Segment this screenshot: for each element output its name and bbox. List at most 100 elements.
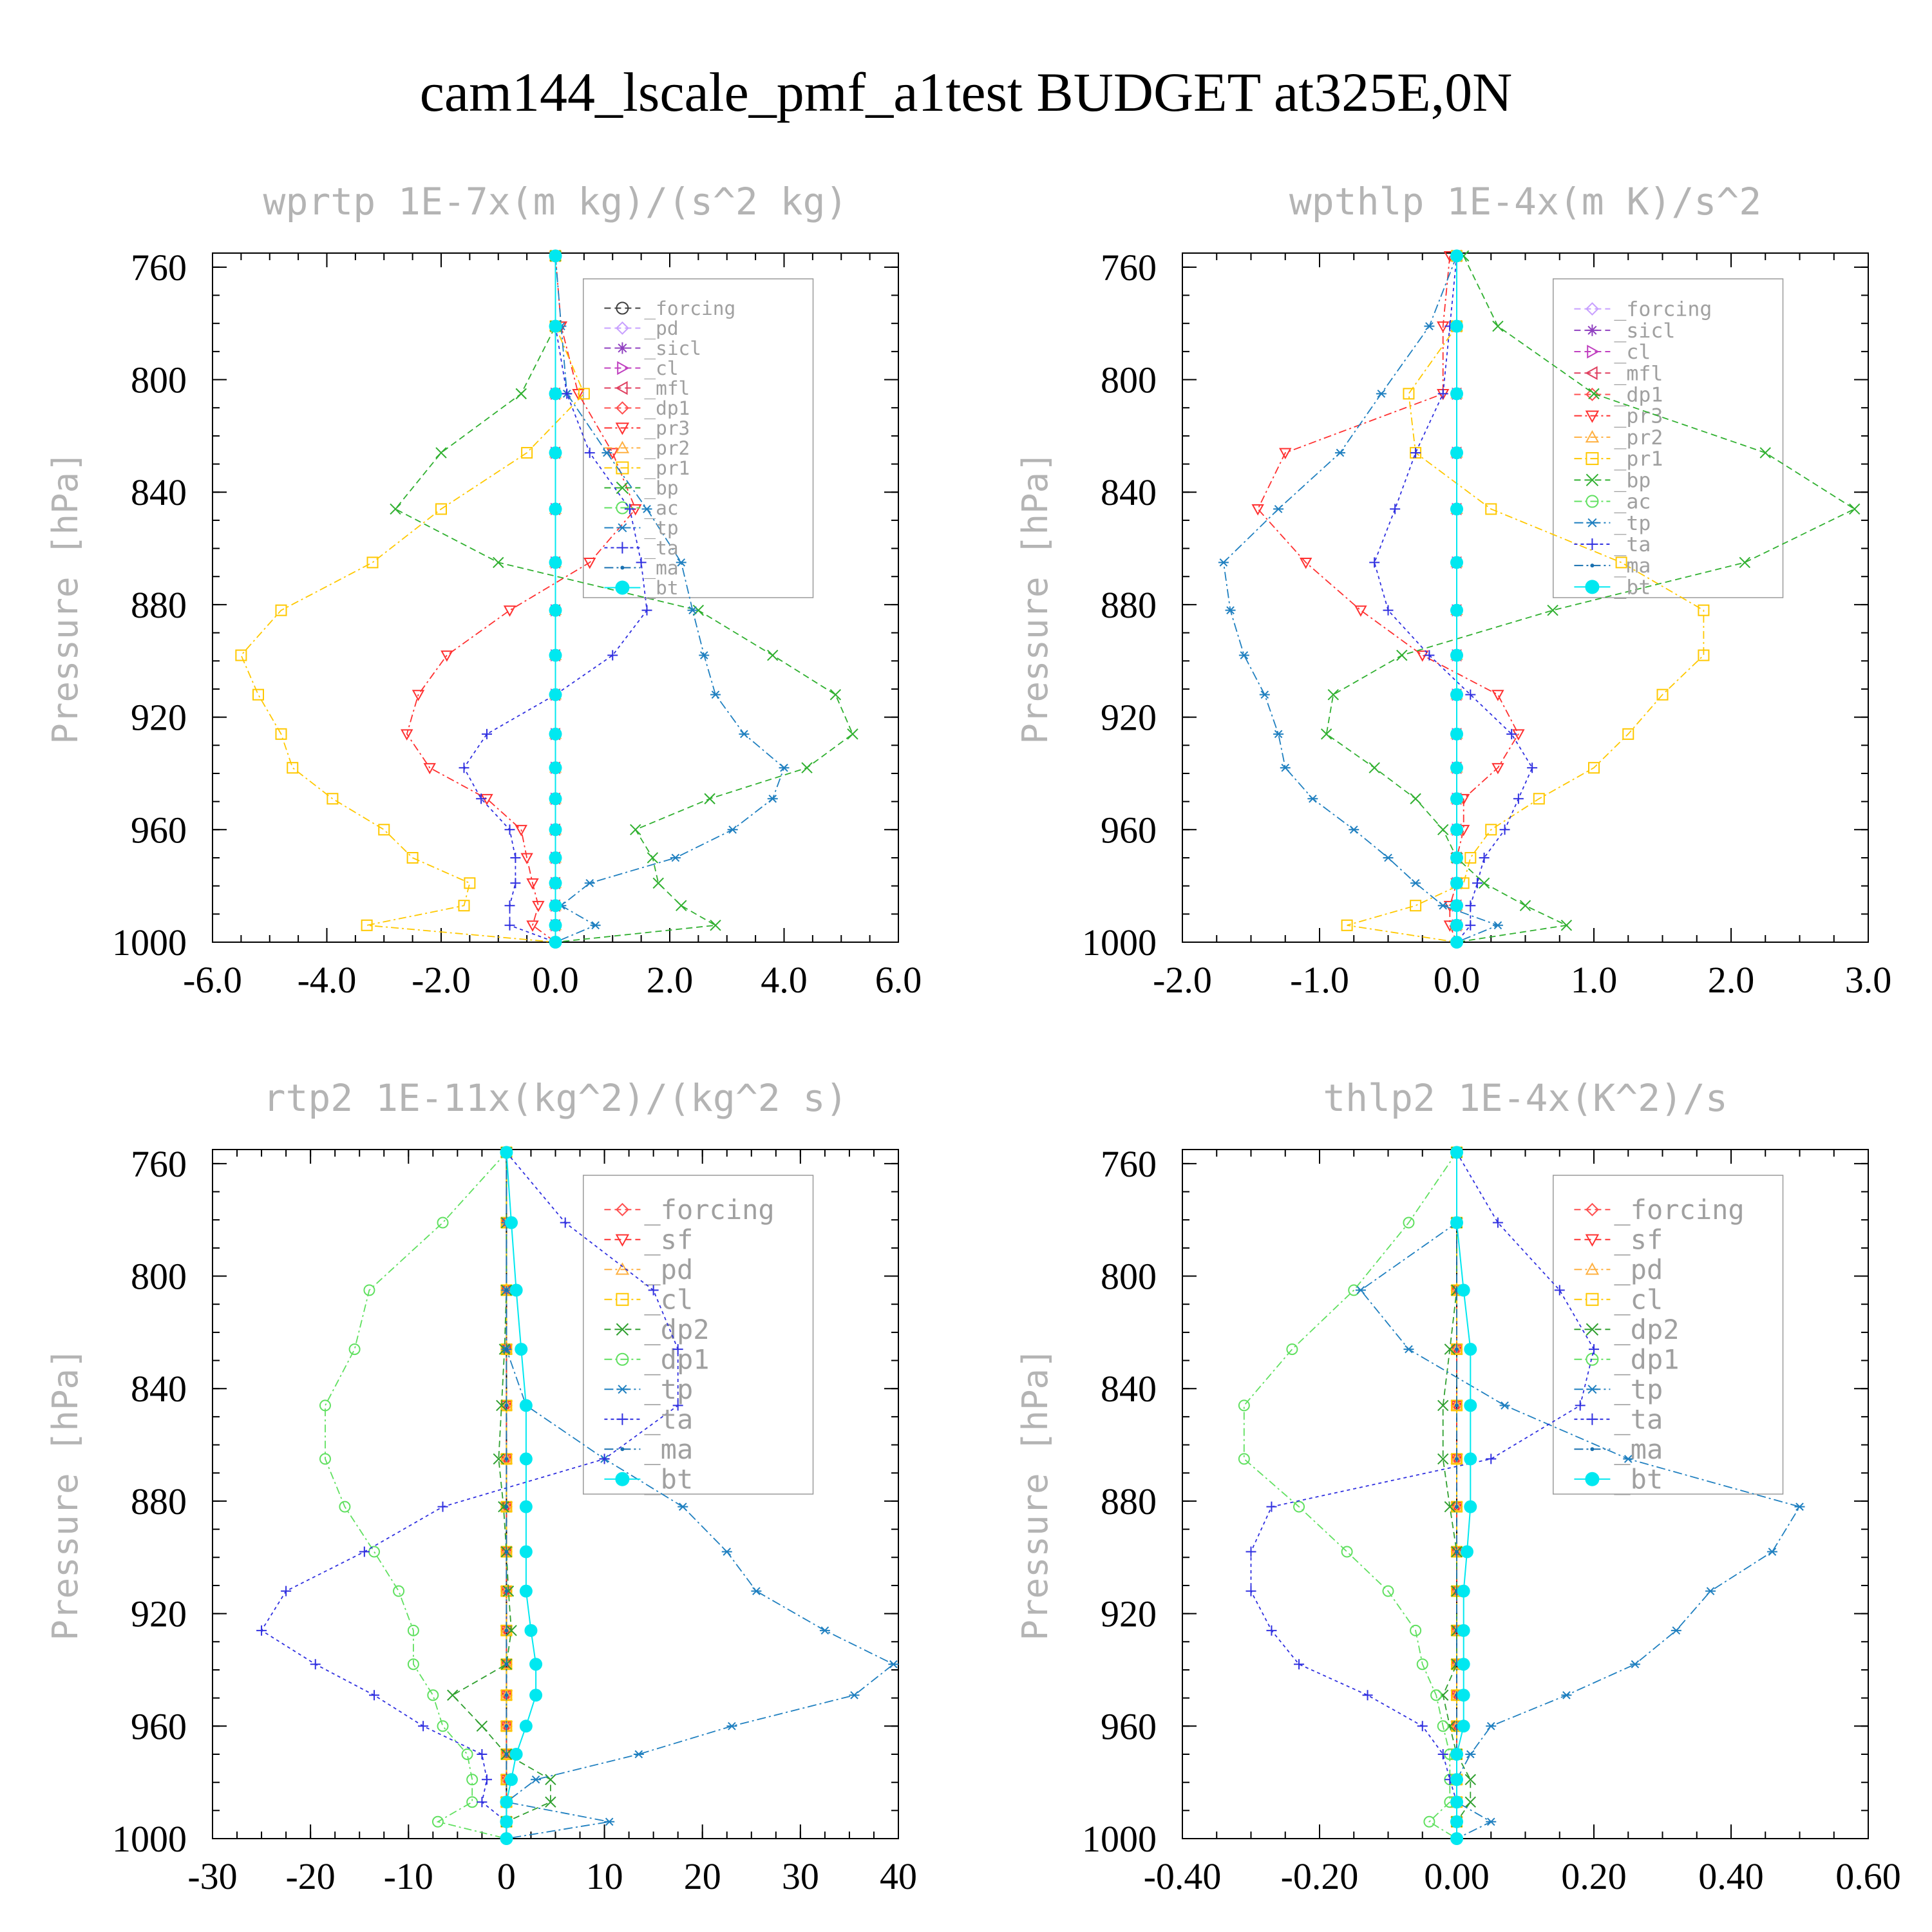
data-point — [549, 876, 562, 890]
data-point — [493, 556, 504, 569]
data-point — [1656, 688, 1669, 701]
legend-label: _forcing — [644, 1194, 774, 1226]
data-point — [477, 1748, 488, 1759]
data-point — [1492, 762, 1504, 775]
data-point — [687, 606, 698, 614]
data-point — [447, 1689, 459, 1701]
data-point — [1499, 1401, 1510, 1410]
panels: -6.0 -4.0 -2.0 0.0 2.0 4.0 6.0 760 800 840 880 920 9… — [45, 180, 1901, 1897]
data-point — [504, 1628, 509, 1633]
data-point — [1450, 556, 1463, 569]
legend-marker — [1585, 366, 1598, 380]
y-tick-label: 960 — [1101, 809, 1157, 851]
data-point — [504, 1693, 509, 1698]
y-tick-label: 880 — [131, 1481, 187, 1522]
x-tick-label: 0 — [497, 1855, 516, 1897]
data-point — [1465, 689, 1476, 700]
x-tick-label: 2.0 — [647, 959, 694, 1001]
data-point — [1554, 1285, 1565, 1296]
x-tick-label: 0.60 — [1835, 1855, 1901, 1897]
legend-marker — [1586, 538, 1598, 550]
data-point — [1416, 1658, 1428, 1671]
legend-marker — [616, 542, 629, 554]
x-tick-label: 0.40 — [1698, 1855, 1764, 1897]
legend-marker — [1586, 324, 1598, 336]
data-point — [1533, 793, 1545, 805]
data-point — [1698, 649, 1710, 661]
data-point — [1410, 448, 1421, 459]
legend-marker — [615, 1262, 630, 1275]
data-point — [1294, 1659, 1305, 1670]
x-tick-label: -20 — [285, 1855, 335, 1897]
data-point — [1464, 1500, 1477, 1513]
data-point — [624, 504, 635, 515]
y-tick-label: 800 — [1101, 359, 1157, 401]
data-point — [466, 1774, 478, 1786]
legend-label: _tp — [1614, 1374, 1663, 1405]
x-tick-label: 30 — [782, 1855, 819, 1897]
data-point — [287, 762, 299, 774]
legend-label: _ma — [644, 1434, 693, 1465]
data-point — [1259, 690, 1270, 699]
legend-label: _mfl — [1614, 362, 1663, 385]
x-tick-label: 4.0 — [761, 959, 808, 1001]
legend-marker — [615, 422, 630, 435]
legend-marker — [616, 301, 629, 315]
data-point — [767, 649, 779, 661]
data-point — [670, 853, 681, 862]
data-point — [1424, 650, 1435, 661]
legend-marker — [1586, 518, 1598, 527]
data-point — [531, 1775, 542, 1784]
data-point — [431, 1815, 444, 1828]
data-point — [699, 651, 710, 659]
data-point — [1455, 1347, 1459, 1352]
data-point — [549, 556, 562, 569]
legend-label: _tp — [644, 517, 678, 540]
data-point — [578, 388, 590, 400]
data-point — [510, 878, 521, 889]
data-point — [739, 730, 750, 739]
data-point — [1457, 1689, 1470, 1702]
legend-label: _bt — [1614, 1463, 1663, 1495]
data-point — [437, 1217, 449, 1229]
legend-label: _dp2 — [644, 1314, 709, 1345]
data-point — [1615, 556, 1627, 569]
data-point — [519, 1545, 533, 1558]
data-point — [672, 1344, 683, 1355]
data-point — [1629, 1660, 1640, 1669]
x-tick-label: 0.0 — [532, 959, 579, 1001]
legend-label: _ma — [1614, 1434, 1663, 1465]
x-tick-label: -30 — [187, 1855, 237, 1897]
data-point — [519, 1452, 533, 1466]
data-point — [1623, 1455, 1634, 1463]
data-point — [633, 1750, 644, 1759]
data-point — [1376, 390, 1387, 398]
data-point — [1396, 649, 1408, 661]
data-point — [529, 1689, 543, 1702]
data-point — [1455, 1403, 1459, 1408]
data-point — [692, 604, 705, 616]
data-point — [549, 446, 562, 460]
data-point — [1410, 900, 1422, 912]
series-line — [1456, 1152, 1472, 1839]
data-point — [549, 761, 562, 775]
data-point — [549, 249, 562, 263]
y-tick-label: 880 — [131, 584, 187, 626]
y-tick-label: 840 — [131, 1368, 187, 1410]
y-tick-label: 1000 — [1082, 922, 1157, 963]
data-point — [604, 1817, 615, 1826]
data-point — [506, 1625, 517, 1636]
data-point — [1341, 919, 1353, 931]
legend-label: _ac — [644, 497, 678, 520]
legend-label: _ta — [1614, 1403, 1663, 1435]
data-point — [676, 900, 687, 911]
data-point — [676, 558, 687, 567]
y-tick-label: 800 — [1101, 1256, 1157, 1298]
data-point — [829, 688, 842, 701]
chart-panel-1: -6.0 -4.0 -2.0 0.0 2.0 4.0 6.0 760 800 840 880 920 9… — [45, 180, 922, 1001]
data-point — [1519, 900, 1531, 911]
data-point — [1450, 876, 1463, 890]
panel-title: wprtp 1E-7x(m kg)/(s^2 kg) — [263, 180, 848, 223]
legend-label: _ma — [644, 557, 678, 580]
data-point — [363, 1284, 375, 1296]
